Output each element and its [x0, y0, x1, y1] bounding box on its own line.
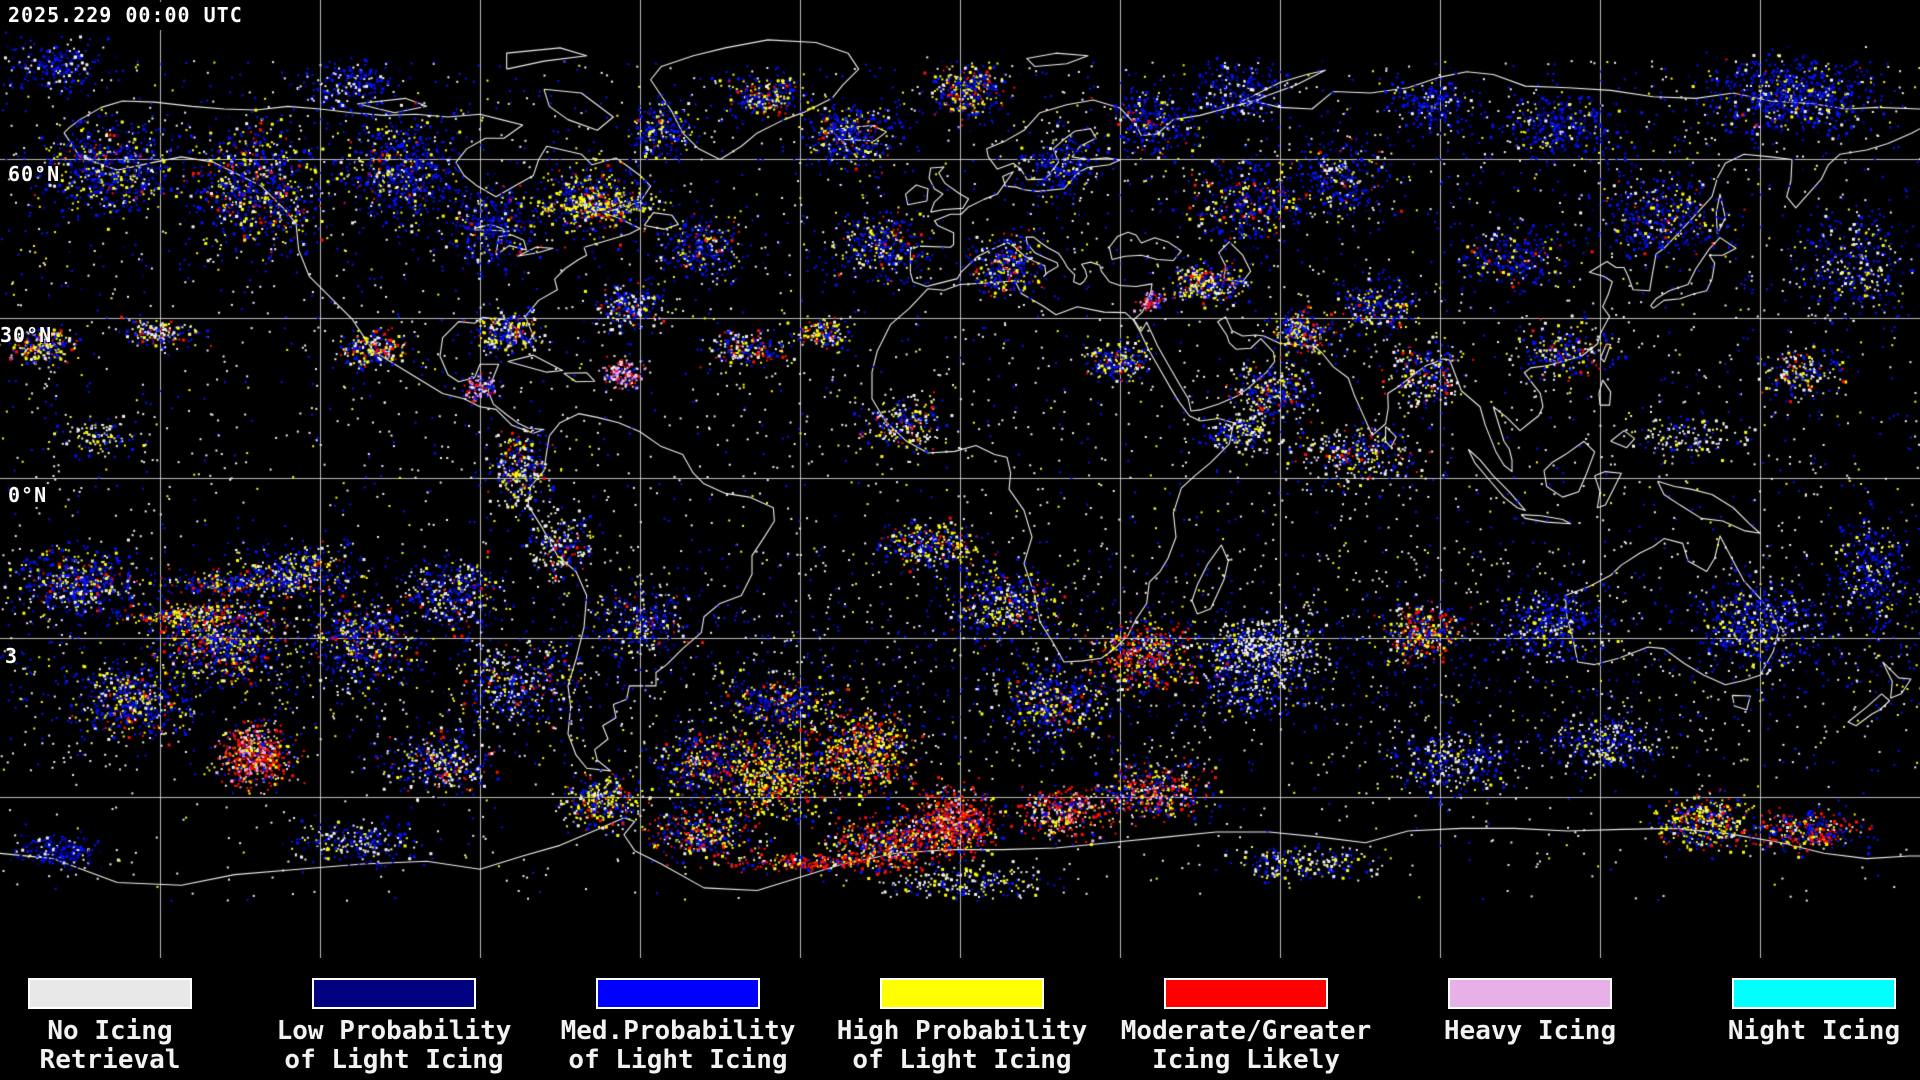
- legend-label-line1: Med.Probability: [560, 1016, 796, 1046]
- legend-swatch: [1164, 978, 1328, 1009]
- legend-label-line1: Moderate/Greater: [1120, 1016, 1372, 1046]
- legend-label-line2: of Light Icing: [284, 1045, 504, 1075]
- legend-swatch: [1732, 978, 1896, 1009]
- lat-label: 0°N: [8, 483, 48, 507]
- legend-label-line1: No Icing: [47, 1016, 173, 1046]
- legend-item: No Icing Retrieval: [0, 958, 252, 1080]
- legend-item: Med.Probability of Light Icing: [536, 958, 820, 1080]
- lat-label: 30°N: [0, 323, 53, 347]
- legend-label-line2: of Light Icing: [852, 1045, 1072, 1075]
- legend-label-line2: Retrieval: [39, 1045, 181, 1075]
- legend-label-line1: Night Icing: [1727, 1016, 1901, 1046]
- legend-label-line2: of Light Icing: [568, 1045, 788, 1075]
- icing-map-canvas: [0, 0, 1920, 958]
- legend-item: Night Icing: [1672, 958, 1920, 1080]
- lat-label: 3: [5, 644, 19, 668]
- legend-label-line1: Heavy Icing: [1443, 1016, 1617, 1046]
- legend-swatch: [28, 978, 192, 1009]
- legend-item: High Probability of Light Icing: [820, 958, 1104, 1080]
- legend-item: Low Probability of Light Icing: [252, 958, 536, 1080]
- legend-label-line1: Low Probability: [276, 1016, 512, 1046]
- legend-item: Moderate/Greater Icing Likely: [1104, 958, 1388, 1080]
- timestamp: 2025.229 00:00 UTC: [6, 2, 247, 30]
- legend-label-line1: High Probability: [836, 1016, 1088, 1046]
- icing-map: 2025.229 00:00 UTC 60°N 30°N 0°N 3: [0, 0, 1920, 958]
- lat-label: 60°N: [8, 162, 61, 186]
- legend: No Icing Retrieval Low Probability of Light…: [0, 958, 1920, 1080]
- legend-swatch: [1448, 978, 1612, 1009]
- legend-item: Heavy Icing: [1388, 958, 1672, 1080]
- legend-swatch: [312, 978, 476, 1009]
- legend-swatch: [880, 978, 1044, 1009]
- legend-swatch: [596, 978, 760, 1009]
- legend-label-line2: Icing Likely: [1152, 1045, 1340, 1075]
